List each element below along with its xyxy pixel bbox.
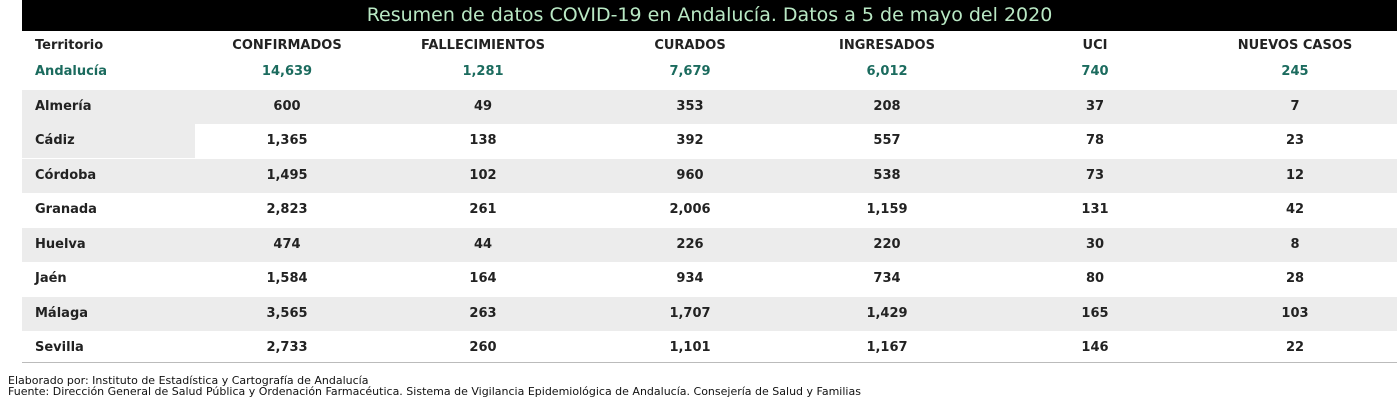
territory-name: Almería bbox=[35, 98, 92, 114]
table-cell: 934 bbox=[676, 271, 704, 286]
table-cell: 1,584 bbox=[266, 271, 308, 286]
table-cell: 49 bbox=[473, 98, 493, 114]
table-cell: 1,495 bbox=[266, 167, 308, 183]
table-cell: 392 bbox=[676, 133, 704, 148]
table-cell: 600 bbox=[273, 98, 301, 114]
table-cell: 1,707 bbox=[669, 305, 711, 321]
table-cell: 78 bbox=[1085, 133, 1105, 148]
table-row: Málaga 3,565 263 1,707 1,429 165 103 bbox=[22, 296, 1397, 331]
table-row: Cádiz 1,365 138 392 557 78 23 bbox=[22, 124, 1397, 158]
table-cell: 1,281 bbox=[462, 64, 504, 79]
table-cell: 2,823 bbox=[266, 202, 308, 217]
table-row: Córdoba 1,495 102 960 538 73 12 bbox=[22, 158, 1397, 193]
territory-name: Cádiz bbox=[35, 133, 75, 148]
table-cell: 73 bbox=[1085, 167, 1105, 183]
table-row: Almería 600 49 353 208 37 7 bbox=[22, 89, 1397, 124]
table-cell: 165 bbox=[1081, 305, 1109, 321]
table-cell: 474 bbox=[273, 236, 301, 252]
table-cell: 734 bbox=[873, 271, 901, 286]
total-row: Andalucía 14,639 1,281 7,679 6,012 740 245 bbox=[22, 55, 1397, 89]
table-row: Sevilla 2,733 260 1,101 1,167 146 22 bbox=[22, 331, 1397, 365]
table-cell: 538 bbox=[873, 167, 901, 183]
table-cell: 2,006 bbox=[669, 202, 711, 217]
territory-name: Málaga bbox=[35, 305, 89, 321]
header-row: Territorio CONFIRMADOS FALLECIMIENTOS CURAD… bbox=[22, 32, 1397, 60]
table-cell: 44 bbox=[473, 236, 493, 252]
table-cell: 28 bbox=[1285, 271, 1305, 286]
column-header: CURADOS bbox=[654, 38, 726, 53]
table-cell: 3,565 bbox=[266, 305, 308, 321]
table-cell: 146 bbox=[1081, 340, 1109, 355]
table-cell: 2,733 bbox=[266, 340, 308, 355]
table-cell: 208 bbox=[873, 98, 901, 114]
table-cell: 42 bbox=[1285, 202, 1305, 217]
table-cell: 1,429 bbox=[866, 305, 908, 321]
table-cell: 12 bbox=[1285, 167, 1305, 183]
table-cell: 14,639 bbox=[261, 64, 313, 79]
table-cell: 1,167 bbox=[866, 340, 908, 355]
territory-name: Córdoba bbox=[35, 167, 97, 183]
territory-name: Granada bbox=[35, 202, 97, 217]
table-cell: 557 bbox=[873, 133, 901, 148]
table-row: Jaén 1,584 164 934 734 80 28 bbox=[22, 262, 1397, 296]
table-cell: 103 bbox=[1281, 305, 1309, 321]
table-cell: 23 bbox=[1285, 133, 1305, 148]
territory-name: Huelva bbox=[35, 236, 86, 252]
table-cell: 353 bbox=[676, 98, 704, 114]
table-cell: 226 bbox=[676, 236, 704, 252]
table-row: Huelva 474 44 226 220 30 8 bbox=[22, 227, 1397, 262]
column-header: INGRESADOS bbox=[839, 38, 935, 53]
column-header: Territorio bbox=[35, 38, 104, 53]
table-cell: 1,365 bbox=[266, 133, 308, 148]
table-cell: 263 bbox=[469, 305, 497, 321]
table-cell: 37 bbox=[1085, 98, 1105, 114]
table-cell: 8 bbox=[1290, 236, 1300, 252]
footer-text: Fuente: Dirección General de Salud Públi… bbox=[8, 385, 861, 398]
table-cell: 260 bbox=[469, 340, 497, 355]
title-bar: Resumen de datos COVID-19 en Andalucía. … bbox=[22, 0, 1397, 31]
table-cell: 30 bbox=[1085, 236, 1105, 252]
territory-name: Andalucía bbox=[35, 64, 108, 79]
table-cell: 1,101 bbox=[669, 340, 711, 355]
table-cell: 7,679 bbox=[669, 64, 711, 79]
table-cell: 102 bbox=[469, 167, 497, 183]
table-cell: 7 bbox=[1290, 98, 1300, 114]
territory-name: Sevilla bbox=[35, 340, 84, 355]
territory-name: Jaén bbox=[35, 271, 67, 286]
table-row: Granada 2,823 261 2,006 1,159 131 42 bbox=[22, 193, 1397, 227]
column-header: UCI bbox=[1082, 38, 1108, 53]
table-cell: 80 bbox=[1085, 271, 1105, 286]
table-cell: 131 bbox=[1081, 202, 1109, 217]
table-cell: 740 bbox=[1081, 64, 1109, 79]
table-cell: 6,012 bbox=[866, 64, 908, 79]
column-header: FALLECIMIENTOS bbox=[420, 38, 546, 53]
table-cell: 245 bbox=[1281, 64, 1309, 79]
table-cell: 261 bbox=[469, 202, 497, 217]
table-cell: 164 bbox=[469, 271, 497, 286]
table-cell: 960 bbox=[676, 167, 704, 183]
column-header: CONFIRMADOS bbox=[232, 38, 342, 53]
table-cell: 138 bbox=[469, 133, 497, 148]
table-cell: 22 bbox=[1285, 340, 1305, 355]
table-rule bbox=[22, 362, 1397, 363]
column-header: NUEVOS CASOS bbox=[1237, 38, 1353, 53]
table-cell: 220 bbox=[873, 236, 901, 252]
footer-text: Elaborado por: Instituto de Estadística … bbox=[8, 374, 369, 387]
table-cell: 1,159 bbox=[866, 202, 908, 217]
